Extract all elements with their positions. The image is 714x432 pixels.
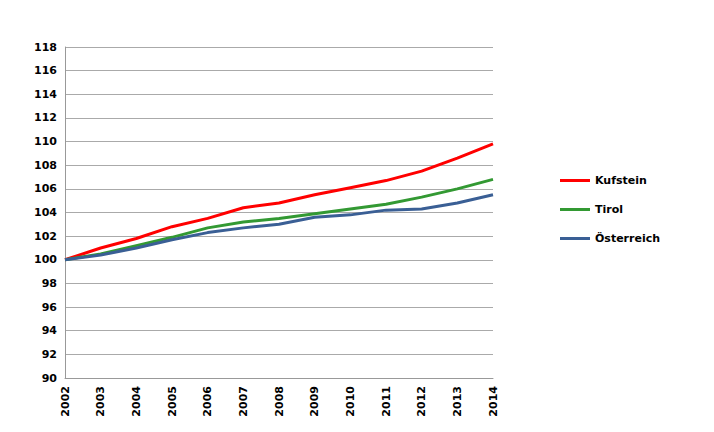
svg-text:Österreich: Österreich [595, 231, 660, 245]
svg-text:2011: 2011 [380, 386, 393, 417]
svg-text:98: 98 [42, 277, 57, 290]
svg-text:118: 118 [34, 41, 57, 54]
svg-text:2008: 2008 [273, 386, 286, 417]
svg-text:2006: 2006 [201, 386, 214, 417]
svg-text:2012: 2012 [415, 386, 428, 417]
svg-text:102: 102 [34, 230, 57, 243]
svg-text:108: 108 [34, 159, 57, 172]
svg-text:Kufstein: Kufstein [595, 174, 647, 187]
svg-text:106: 106 [34, 182, 57, 195]
svg-text:104: 104 [34, 206, 57, 219]
svg-text:Tirol: Tirol [595, 203, 623, 216]
svg-text:2003: 2003 [94, 386, 107, 417]
svg-text:2014: 2014 [487, 386, 500, 417]
svg-text:2009: 2009 [308, 386, 321, 417]
svg-text:2007: 2007 [237, 386, 250, 417]
svg-text:2005: 2005 [166, 386, 179, 417]
svg-text:100: 100 [34, 253, 57, 266]
svg-text:90: 90 [42, 372, 58, 385]
svg-text:96: 96 [42, 301, 58, 314]
svg-text:110: 110 [34, 135, 57, 148]
svg-text:2004: 2004 [130, 386, 143, 417]
svg-text:94: 94 [42, 324, 58, 337]
svg-text:2010: 2010 [344, 386, 357, 417]
svg-text:112: 112 [34, 111, 57, 124]
svg-text:2002: 2002 [59, 386, 72, 417]
svg-text:114: 114 [34, 88, 57, 101]
svg-text:116: 116 [34, 64, 57, 77]
svg-text:92: 92 [42, 348, 57, 361]
svg-text:2013: 2013 [451, 386, 464, 417]
